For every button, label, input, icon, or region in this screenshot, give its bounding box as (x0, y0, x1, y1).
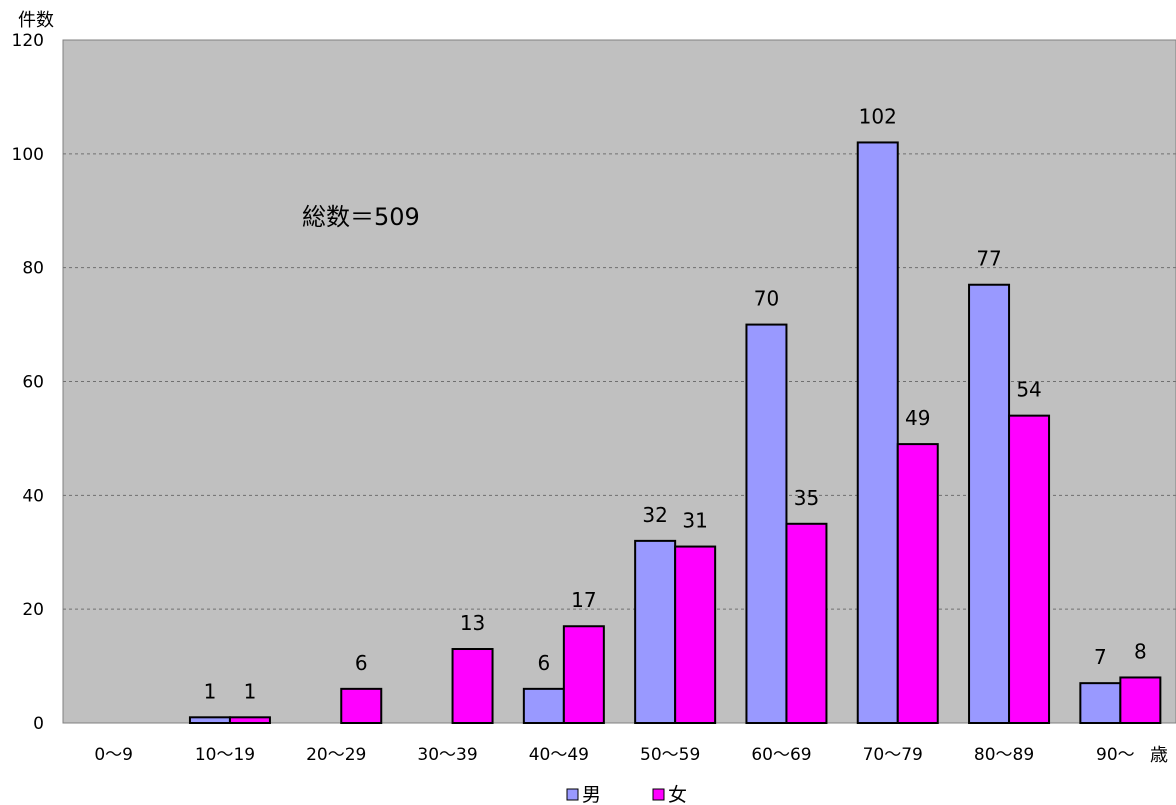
data-label-male: 32 (642, 503, 667, 527)
bar-female (340, 687, 383, 724)
data-label-male: 77 (976, 247, 1001, 271)
legend-swatch-female (652, 788, 665, 801)
bar-male (1079, 682, 1122, 724)
x-tick-label: 80〜89 (974, 745, 1034, 765)
legend-label-female: 女 (668, 784, 687, 805)
data-label-female: 1 (244, 679, 257, 703)
bar-male (856, 141, 899, 724)
data-label-male: 70 (754, 287, 779, 311)
data-label-female: 31 (682, 509, 707, 533)
data-label-female: 35 (794, 486, 819, 510)
y-axis-title: 件数 (18, 10, 54, 31)
y-tick-labels: 0 20 40 60 80 100 120 (12, 31, 44, 734)
bar-male (745, 323, 788, 724)
x-tick-label: 50〜59 (640, 745, 700, 765)
data-label-female: 8 (1134, 639, 1147, 663)
x-tick-label: 60〜69 (751, 745, 811, 765)
bar-female (228, 716, 271, 725)
y-tick-label: 20 (22, 600, 44, 620)
bar-male (634, 539, 677, 724)
data-label-male: 7 (1094, 645, 1107, 669)
bars (188, 141, 1162, 725)
y-tick-label: 40 (22, 486, 44, 506)
x-tick-label: 0〜9 (94, 745, 133, 765)
legend-swatch-male (566, 788, 579, 801)
bar-female (785, 522, 828, 725)
x-tick-label: 70〜79 (863, 745, 923, 765)
x-tick-labels: 0〜9 10〜19 20〜29 30〜39 40〜49 50〜59 60〜69 70〜79 80… (94, 745, 1134, 765)
data-label-female: 49 (905, 406, 930, 430)
data-label-male: 1 (204, 679, 217, 703)
legend-label-male: 男 (582, 784, 601, 805)
data-label-male: 102 (859, 104, 897, 128)
y-tick-label: 0 (33, 714, 44, 734)
bar-female (674, 545, 717, 725)
x-tick-label: 10〜19 (195, 745, 255, 765)
x-tick-label: 30〜39 (417, 745, 477, 765)
x-tick-label: 20〜29 (306, 745, 366, 765)
bar-male (522, 687, 565, 724)
data-label-male: 6 (537, 651, 550, 675)
bar-male (968, 283, 1011, 724)
total-annotation: 総数＝509 (302, 203, 420, 231)
data-label-female: 6 (355, 651, 368, 675)
data-label-female: 17 (571, 588, 596, 612)
bar-female (562, 625, 605, 724)
x-tick-label: 90〜 (1096, 745, 1135, 765)
x-tick-label: 40〜49 (529, 745, 589, 765)
data-label-female: 13 (460, 611, 485, 635)
bar-female (451, 648, 494, 725)
legend: 男 女 (566, 784, 687, 805)
bar-male (188, 716, 231, 725)
bar-female (896, 443, 939, 724)
bar-female (1119, 676, 1162, 725)
data-label-female: 54 (1016, 378, 1041, 402)
y-tick-label: 60 (22, 373, 44, 393)
y-tick-label: 100 (12, 145, 44, 165)
data-labels: 1 1 6 13 6 17 32 31 70 35 102 49 77 54 7 8 (204, 104, 1147, 703)
x-axis-title: 歳 (1150, 745, 1168, 766)
bar-female (1008, 414, 1051, 724)
y-tick-label: 80 (22, 259, 44, 279)
y-tick-label: 120 (12, 31, 44, 51)
